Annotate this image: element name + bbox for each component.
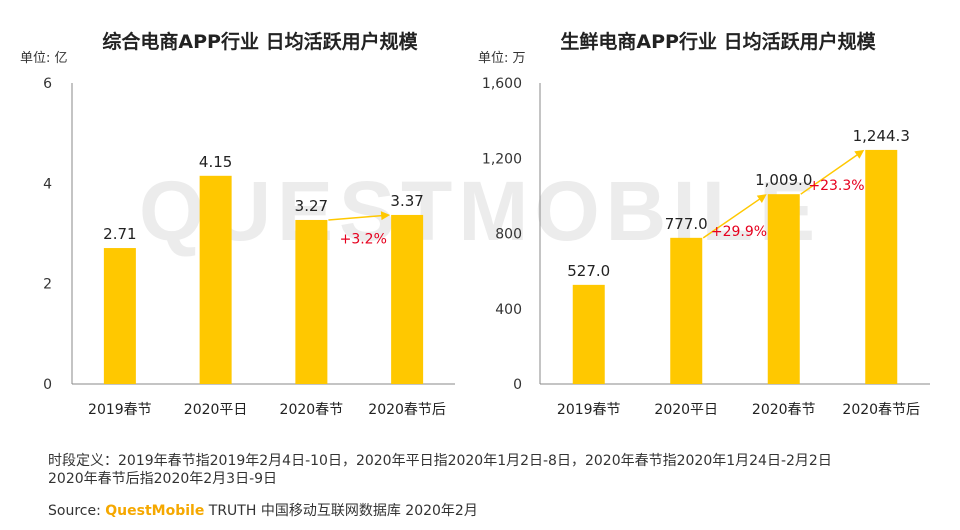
growth-rate-label: +3.2% <box>340 231 387 247</box>
growth-arrow-line <box>328 214 385 221</box>
y-tick-label: 1,200 <box>482 151 522 167</box>
category-label: 2020春节后 <box>368 402 446 418</box>
category-label: 2020春节 <box>280 402 344 418</box>
footnote-line-2: 2020年春节后指2020年2月3日-9日 <box>48 471 278 487</box>
y-tick-label: 1,600 <box>482 76 522 92</box>
unit-label: 单位: 亿 <box>20 51 68 66</box>
y-tick-label: 400 <box>495 302 522 318</box>
source-brand: QuestMobile <box>105 503 205 519</box>
source-rest: TRUTH 中国移动互联网数据库 2020年2月 <box>208 503 478 519</box>
y-tick-label: 4 <box>43 176 52 192</box>
growth-arrow-head <box>756 194 767 203</box>
bar <box>199 175 232 384</box>
bar-value-label: 1,009.0 <box>755 171 812 189</box>
growth-arrow-head <box>380 211 391 221</box>
y-tick-label: 800 <box>495 227 522 243</box>
growth-arrow-head <box>854 149 865 159</box>
bar-value-label: 2.71 <box>103 225 136 243</box>
bar <box>103 248 136 384</box>
bar <box>670 237 703 384</box>
bar <box>391 214 424 384</box>
source-label: Source: <box>48 503 101 519</box>
bar <box>767 194 800 384</box>
category-label: 2020春节 <box>752 402 816 418</box>
y-tick-label: 0 <box>513 377 522 393</box>
bar <box>572 284 605 384</box>
watermark-text: QUESTMOBILE <box>139 164 821 258</box>
growth-rate-label: +23.3% <box>808 178 864 194</box>
unit-label: 单位: 万 <box>478 51 526 66</box>
y-tick-label: 6 <box>43 76 52 92</box>
growth-arrow-line <box>800 153 859 195</box>
bar-value-label: 3.27 <box>295 197 328 215</box>
category-label: 2020平日 <box>654 402 718 418</box>
growth-rate-label: +29.9% <box>711 224 767 240</box>
source-line: Source: QuestMobile TRUTH 中国移动互联网数据库 202… <box>48 500 478 520</box>
chart-title: 生鲜电商APP行业 日均活跃用户规模 <box>560 30 876 53</box>
y-tick-label: 2 <box>43 277 52 293</box>
category-label: 2020春节后 <box>842 402 920 418</box>
footnote-line-1: 时段定义：2019年春节指2019年2月4日-10日，2020年平日指2020年… <box>48 453 832 469</box>
bar-value-label: 4.15 <box>199 153 232 171</box>
category-label: 2019春节 <box>557 402 621 418</box>
bar-value-label: 777.0 <box>665 215 708 233</box>
category-label: 2019春节 <box>88 402 152 418</box>
bar-value-label: 3.37 <box>390 192 423 210</box>
bar <box>295 219 328 384</box>
y-tick-label: 0 <box>43 377 52 393</box>
chart-title: 综合电商APP行业 日均活跃用户规模 <box>102 30 418 53</box>
bar-value-label: 1,244.3 <box>853 127 910 145</box>
growth-arrow-line <box>702 197 762 239</box>
category-label: 2020平日 <box>184 402 248 418</box>
bar-value-label: 527.0 <box>567 262 610 280</box>
bar <box>865 149 898 384</box>
